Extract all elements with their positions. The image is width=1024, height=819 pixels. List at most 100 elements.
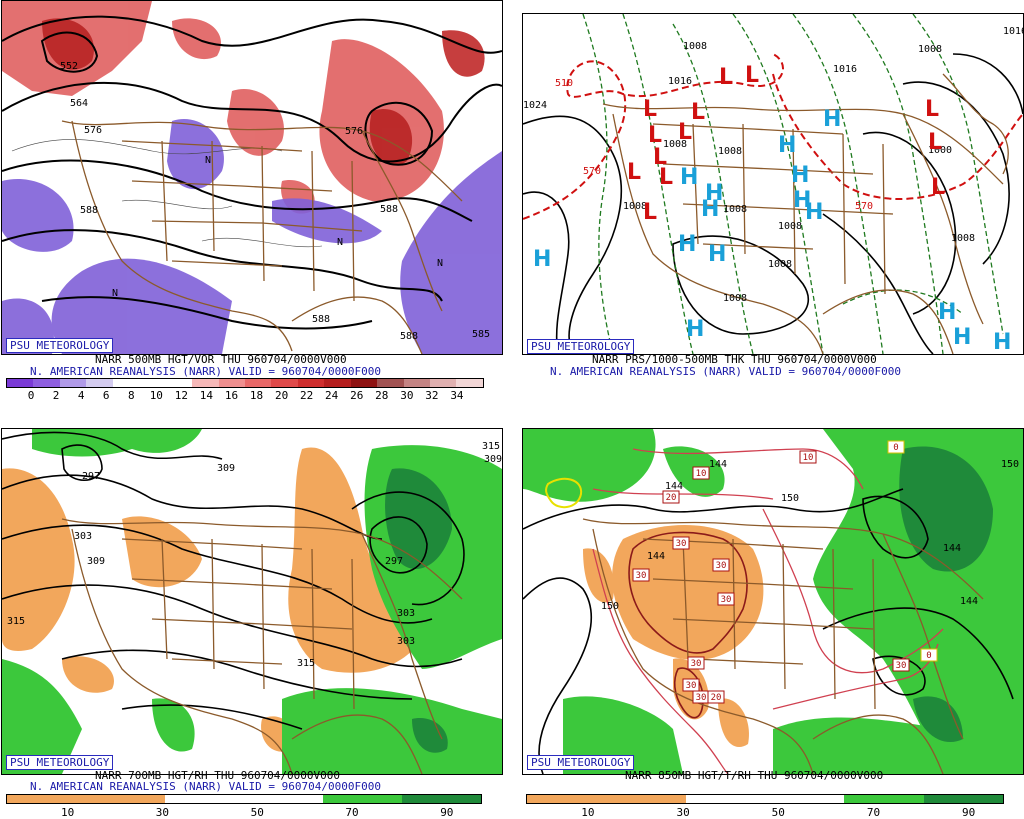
svg-text:L: L: [627, 160, 641, 185]
colorbar-swatch: [59, 379, 87, 387]
thickness-contours: [582, 14, 1004, 354]
svg-text:H: H: [678, 232, 696, 257]
svg-text:315: 315: [482, 441, 500, 452]
colorbar-swatch: [377, 379, 404, 387]
colorbar-tick-label: 26: [350, 389, 364, 402]
colorbar-swatch: [297, 379, 325, 387]
svg-text:570: 570: [583, 166, 601, 177]
temperature-box: [892, 658, 910, 672]
height-contours: [523, 488, 1014, 774]
colorbar-tick-label: 14: [199, 389, 214, 402]
temperature-box: [692, 466, 710, 480]
colorbar-tick-label: 50: [771, 806, 785, 819]
svg-text:552: 552: [60, 61, 78, 72]
colorbar-tick-label: 30: [676, 806, 690, 819]
svg-text:1008: 1008: [623, 201, 647, 212]
colorbar-swatch: [350, 379, 378, 387]
rh-colorbar-ticks: 10 30 50 70 90: [526, 806, 1002, 819]
svg-text:576: 576: [84, 125, 102, 136]
colorbar-tick-label: 18: [249, 389, 264, 402]
svg-text:L: L: [745, 63, 759, 88]
svg-text:1016: 1016: [668, 76, 692, 87]
colorbar-tick-label: 30: [155, 806, 170, 819]
colorbar-swatch: [403, 379, 430, 387]
colorbar-tick-label: 10: [149, 389, 163, 402]
svg-text:315: 315: [297, 658, 315, 669]
temperature-box-label: 30: [716, 561, 727, 571]
map-pressure: 1008 1008 1016 1008 1008 1008 1008 1008 …: [522, 13, 1024, 355]
psu-meteorology-logo: PSU METEOROLOGY: [527, 339, 635, 354]
svg-text:309: 309: [87, 556, 105, 567]
temperature-box-label: 20: [666, 493, 677, 503]
map-title: NARR 850MB HGT/T/RH THU 960704/0000V000: [625, 769, 884, 782]
colorbar-swatch: [218, 379, 245, 387]
svg-text:144: 144: [665, 481, 683, 492]
svg-text:L: L: [719, 65, 733, 90]
svg-text:1008: 1008: [918, 44, 942, 55]
colorbar-tick-label: 22: [300, 389, 314, 402]
temperature-label-boxes: 0 10 10 20 30 30 30 30 30 30 30 20 30 0: [632, 440, 938, 704]
svg-text:588: 588: [80, 205, 98, 216]
svg-text:144: 144: [709, 459, 727, 470]
colorbar-swatch: [324, 379, 351, 387]
colorbar-tick-label: 0: [27, 389, 35, 402]
colorbar-tick-label: 4: [77, 389, 85, 402]
colorbar-tick-label: 20: [274, 389, 289, 402]
rh-colorbar: [6, 794, 482, 804]
svg-text:315: 315: [7, 616, 25, 627]
svg-text:144: 144: [960, 596, 978, 607]
svg-text:N: N: [437, 258, 443, 269]
svg-text:H: H: [680, 165, 698, 190]
colorbar-tick-label: 2: [52, 389, 60, 402]
vorticity-thin-contours: [11, 139, 323, 248]
political-boundaries: [602, 73, 1009, 354]
svg-text:150: 150: [601, 601, 619, 612]
panel-500mb-vorticity: 552 564 576 588 588 576 588 588 585 N N …: [0, 0, 503, 405]
temperature-box: [717, 592, 735, 606]
svg-text:1016: 1016: [833, 64, 857, 75]
svg-text:L: L: [931, 175, 945, 200]
vorticity-strong-shading: [42, 18, 413, 166]
colorbar-tick-label: 34: [450, 389, 464, 402]
high-pressure-centers: H H H H H H H H H H H H H H H: [533, 107, 1011, 354]
temperature-box-label: 30: [696, 693, 707, 703]
colorbar-swatch: [192, 379, 219, 387]
colorbar-swatch: [165, 379, 193, 387]
svg-text:H: H: [793, 188, 811, 213]
psu-meteorology-logo: PSU METEOROLOGY: [527, 755, 635, 770]
svg-text:1008: 1008: [683, 41, 707, 52]
svg-text:510: 510: [555, 78, 573, 89]
svg-text:576: 576: [345, 126, 363, 137]
map-valid-line: N. AMERICAN REANALYSIS (NARR) VALID = 96…: [550, 365, 901, 378]
svg-text:N: N: [112, 288, 118, 299]
rh-very-moist-shading: [385, 468, 452, 753]
svg-text:585: 585: [472, 329, 490, 340]
svg-text:309: 309: [484, 454, 502, 465]
colorbar-swatch: [271, 379, 298, 387]
svg-text:150: 150: [781, 493, 799, 504]
colorbar-tick-label: 32: [425, 389, 439, 402]
svg-text:297: 297: [385, 556, 403, 567]
colorbar-tick-label: 28: [375, 389, 389, 402]
svg-text:1008: 1008: [951, 233, 975, 244]
svg-text:570: 570: [855, 201, 873, 212]
colorbar-tick-label: 10: [60, 806, 75, 819]
svg-text:L: L: [648, 123, 662, 148]
colorbar-tick-label: 90: [962, 806, 976, 819]
svg-text:H: H: [686, 317, 704, 342]
svg-text:150: 150: [1001, 459, 1019, 470]
colorbar-tick-label: 30: [400, 389, 414, 402]
svg-text:309: 309: [217, 463, 235, 474]
vorticity-colorbar-ticks: 0 2 4 6 8 10 12 14 16 18 20 22 24 26 28 30 32 34: [6, 389, 482, 403]
colorbar-tick-label: 50: [250, 806, 264, 819]
svg-text:H: H: [533, 247, 551, 272]
svg-text:L: L: [643, 97, 657, 122]
political-boundaries: [61, 518, 463, 774]
temperature-box-label: 30: [636, 571, 647, 581]
svg-text:H: H: [993, 330, 1011, 354]
map-700mb-graphic: 297 303 309 315 309 303 297 315 303 309 …: [2, 429, 502, 774]
temperature-box: [707, 690, 725, 704]
colorbar-swatch: [86, 379, 113, 387]
psu-meteorology-logo: PSU METEOROLOGY: [6, 338, 114, 353]
svg-text:H: H: [778, 133, 796, 158]
